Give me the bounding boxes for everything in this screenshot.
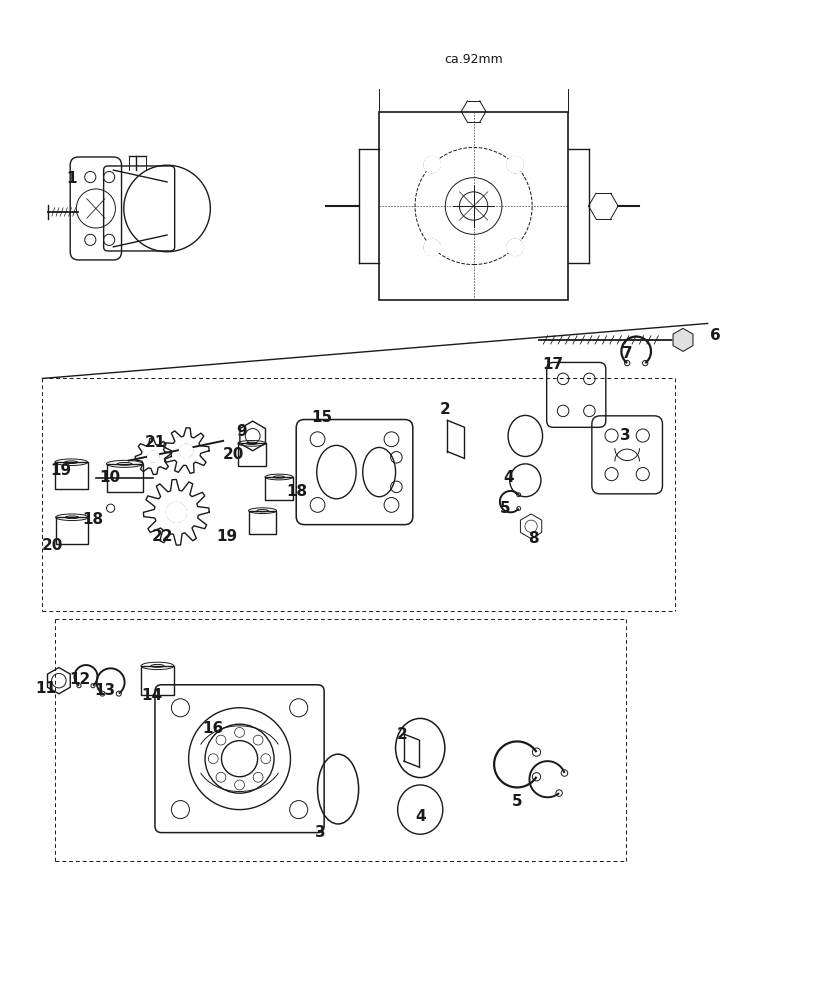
Bar [54, 462, 87, 489]
Circle shape [166, 502, 186, 522]
Text: 7: 7 [622, 346, 633, 361]
Text: 13: 13 [94, 683, 115, 698]
Text: 15: 15 [311, 410, 332, 425]
Text: 18: 18 [287, 484, 307, 499]
Text: 12: 12 [69, 672, 91, 687]
Bar [265, 477, 293, 500]
Text: 21: 21 [145, 435, 166, 450]
Text: 20: 20 [42, 538, 63, 553]
Text: 18: 18 [82, 512, 104, 527]
Text: 6: 6 [710, 328, 721, 343]
Text: 16: 16 [203, 721, 224, 736]
Circle shape [424, 239, 440, 256]
Text: 17: 17 [543, 357, 564, 372]
Text: 4: 4 [503, 470, 514, 485]
Text: ca.92mm: ca.92mm [444, 53, 503, 66]
Text: 8: 8 [528, 531, 539, 546]
Circle shape [180, 444, 193, 457]
Bar [238, 443, 266, 466]
Text: 14: 14 [141, 688, 162, 703]
Text: 3: 3 [620, 428, 631, 443]
Text: 5: 5 [500, 501, 511, 516]
Bar [55, 517, 88, 544]
Text: 1: 1 [66, 171, 77, 186]
Text: 22: 22 [152, 529, 173, 544]
Bar [249, 511, 277, 534]
Text: 20: 20 [222, 447, 244, 462]
Circle shape [424, 156, 440, 173]
Text: 4: 4 [415, 809, 425, 824]
Circle shape [147, 451, 159, 462]
Text: 19: 19 [217, 529, 238, 544]
Text: 2: 2 [439, 402, 450, 417]
Bar [106, 464, 143, 492]
Polygon shape [673, 328, 693, 351]
Text: 2: 2 [397, 727, 408, 742]
Text: 9: 9 [236, 424, 247, 439]
Circle shape [507, 156, 523, 173]
Text: 19: 19 [51, 463, 72, 478]
Bar [141, 666, 174, 695]
Text: 10: 10 [99, 470, 120, 485]
Text: 11: 11 [35, 681, 56, 696]
Text: 5: 5 [512, 794, 522, 809]
Text: 3: 3 [315, 825, 325, 840]
Circle shape [507, 239, 523, 256]
Bar [379, 112, 568, 300]
